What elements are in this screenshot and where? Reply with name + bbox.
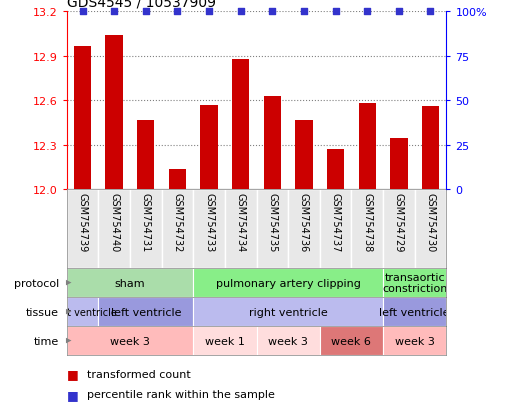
Text: tissue: tissue [26,307,59,317]
Point [426,9,435,16]
Bar [130,190,162,268]
Bar [383,190,415,268]
Bar [351,190,383,268]
Bar [67,326,193,355]
Bar [390,138,407,190]
Bar [137,121,154,190]
Text: GSM754739: GSM754739 [77,192,88,252]
Point [394,9,403,16]
Bar [383,268,446,297]
Text: protocol: protocol [14,278,59,288]
Text: right ventricle: right ventricle [48,307,117,317]
Bar [74,46,91,190]
Bar [359,104,376,190]
Bar [422,107,439,190]
Point [331,9,340,16]
Bar [383,297,446,326]
Text: week 3: week 3 [268,336,308,346]
Text: ■: ■ [67,388,78,401]
Bar [193,268,383,297]
Bar [106,36,123,190]
Point [268,9,277,16]
Text: GSM754737: GSM754737 [330,192,341,252]
Bar [193,297,383,326]
Text: sham: sham [114,278,145,288]
Bar [169,169,186,190]
Text: GSM754736: GSM754736 [299,192,309,252]
Text: left ventricle: left ventricle [380,307,450,317]
Point [363,9,371,16]
Text: week 6: week 6 [331,336,371,346]
Point [78,9,87,16]
Bar [225,190,256,268]
Text: GSM754732: GSM754732 [172,192,183,252]
Point [236,9,245,16]
Text: GSM754729: GSM754729 [394,192,404,252]
Bar [295,121,312,190]
Bar [67,190,98,268]
Bar [320,190,351,268]
Bar [327,150,344,190]
Bar [193,190,225,268]
Bar [256,190,288,268]
Text: GSM754731: GSM754731 [141,192,151,252]
Text: percentile rank within the sample: percentile rank within the sample [87,389,275,399]
Text: GSM754738: GSM754738 [362,192,372,252]
Text: GSM754733: GSM754733 [204,192,214,252]
Text: left ventricle: left ventricle [110,307,181,317]
Bar [67,268,193,297]
Point [300,9,308,16]
Bar [98,297,193,326]
Bar [193,326,256,355]
Text: pulmonary artery clipping: pulmonary artery clipping [215,278,361,288]
Bar [320,326,383,355]
Text: transformed count: transformed count [87,369,191,379]
Bar [67,297,98,326]
Text: GSM754740: GSM754740 [109,192,119,252]
Text: ■: ■ [67,367,78,380]
Point [173,9,182,16]
Text: GSM754734: GSM754734 [235,192,246,252]
Text: time: time [34,336,59,346]
Bar [415,190,446,268]
Text: transaortic
constriction: transaortic constriction [382,272,447,294]
Text: GDS4545 / 10537909: GDS4545 / 10537909 [67,0,215,10]
Bar [98,190,130,268]
Point [142,9,150,16]
Bar [201,106,218,190]
Point [110,9,118,16]
Text: GSM754730: GSM754730 [425,192,436,252]
Bar [264,97,281,190]
Text: GSM754735: GSM754735 [267,192,278,252]
Bar [232,60,249,190]
Bar [383,326,446,355]
Text: week 1: week 1 [205,336,245,346]
Text: week 3: week 3 [110,336,150,346]
Bar [256,326,320,355]
Bar [162,190,193,268]
Text: week 3: week 3 [394,336,435,346]
Point [205,9,213,16]
Text: right ventricle: right ventricle [249,307,327,317]
Bar [288,190,320,268]
